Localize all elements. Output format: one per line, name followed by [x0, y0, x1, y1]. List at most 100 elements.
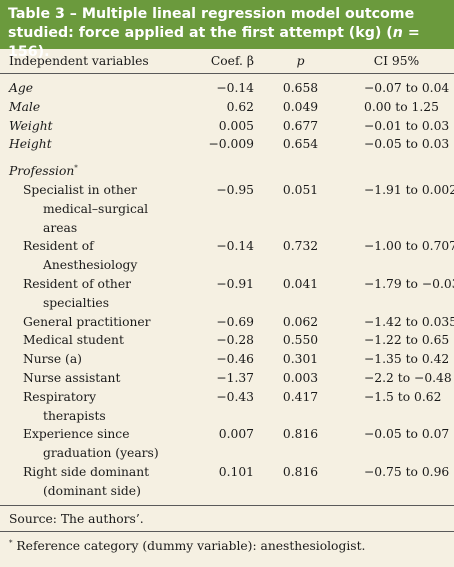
row-p: 0.051: [282, 182, 319, 197]
row-label: Respiratory therapists: [0, 388, 192, 426]
row-label-line: medical–surgical: [43, 201, 149, 216]
row-p: 0.041: [282, 276, 319, 291]
row-label-line: areas: [43, 220, 78, 235]
row-label: Height: [9, 137, 52, 152]
row-label-line: Right side dominant: [23, 464, 150, 479]
row-p: 0.550: [282, 333, 319, 348]
row-coef: −0.14: [216, 239, 254, 254]
row-coef: 0.007: [218, 427, 254, 442]
table-row: Resident of other specialties −0.91 0.041 −1…: [0, 275, 454, 313]
row-label-line: (dominant side): [43, 483, 141, 498]
footnote-marker: *: [9, 538, 13, 547]
table-title-line2: studied: force applied at the first atte…: [8, 24, 446, 62]
row-coef: −0.43: [216, 389, 254, 404]
header-row: Independent variables Coef. β p CI 95%: [0, 49, 454, 74]
table-title-line1: Table 3 – Multiple lineal regression mod…: [8, 6, 415, 22]
source-note: Source: The authors’.: [0, 506, 454, 532]
row-coef: 0.62: [226, 99, 254, 114]
row-p: 0.658: [282, 81, 319, 95]
row-label: Weight: [9, 118, 53, 133]
row-p: 0.003: [282, 370, 319, 385]
row-coef: −0.14: [216, 81, 254, 95]
row-ci: −1.35 to 0.42: [364, 352, 450, 367]
row-p: 0.677: [282, 118, 319, 133]
row-ci: −0.75 to 0.96: [364, 464, 450, 479]
row-p: 0.816: [282, 427, 319, 442]
row-label-line: specialties: [43, 295, 110, 310]
profession-group-row: Profession*: [0, 154, 454, 181]
table-title: Table 3 – Multiple lineal regression mod…: [0, 0, 454, 60]
row-p: 0.049: [282, 99, 319, 114]
row-label-line: Resident of: [23, 239, 94, 254]
row-label: Medical student: [0, 331, 192, 350]
row-label-line: therapists: [43, 408, 106, 423]
row-coef: −0.46: [216, 352, 254, 367]
title-sample-n: n: [392, 25, 403, 41]
row-coef: −0.91: [216, 276, 254, 291]
row-ci: −1.91 to 0.002: [364, 182, 454, 197]
row-label-line: Experience since: [23, 427, 130, 442]
row-label: Resident of Anesthesiology: [0, 237, 192, 275]
row-coef: −1.37: [216, 370, 254, 385]
row-label-line: Medical student: [23, 333, 124, 348]
row-ci: −0.05 to 0.03: [364, 137, 450, 152]
row-label-line: General practitioner: [23, 314, 151, 329]
profession-label: Profession*: [0, 154, 454, 181]
row-ci: −2.2 to −0.48: [364, 370, 452, 385]
row-label: Resident of other specialties: [0, 275, 192, 313]
row-label: Nurse (a): [0, 350, 192, 369]
reference-footnote: * Reference category (dummy variable): a…: [0, 532, 454, 558]
row-p: 0.732: [282, 239, 319, 254]
title-line2-prefix: studied: force applied at the first atte…: [8, 25, 393, 41]
regression-table: Independent variables Coef. β p CI 95% A…: [0, 49, 454, 505]
row-coef: −0.28: [216, 333, 254, 348]
table-row: Nurse (a) −0.46 0.301 −1.35 to 0.42: [0, 350, 454, 369]
table-row: Experience since graduation (years) 0.007 0…: [0, 425, 454, 463]
row-ci: 0.00 to 1.25: [364, 99, 439, 114]
row-label-line: Nurse (a): [23, 352, 82, 367]
row-label-line: Resident of other: [23, 276, 131, 291]
table-row: Age −0.14 0.658 −0.07 to 0.04: [0, 74, 454, 98]
header-ci: CI 95%: [339, 49, 454, 74]
table-row: Resident of Anesthesiology −0.14 0.732 −1.00…: [0, 237, 454, 275]
row-label-line: Specialist in other: [23, 182, 137, 197]
table-row: Nurse assistant −1.37 0.003 −2.2 to −0.48: [0, 369, 454, 388]
row-label-line: graduation (years): [43, 446, 159, 461]
table-row: Specialist in other medical–surgical areas…: [0, 181, 454, 237]
row-label-line: Respiratory: [23, 389, 97, 404]
profession-marker: *: [74, 164, 78, 173]
table-row: Male 0.62 0.049 0.00 to 1.25: [0, 98, 454, 117]
row-ci: −1.79 to −0.038: [364, 276, 454, 291]
row-ci: −0.05 to 0.07: [364, 427, 450, 442]
row-coef: 0.101: [218, 464, 254, 479]
row-p: 0.654: [282, 137, 319, 152]
row-label: General practitioner: [0, 313, 192, 332]
row-label: Specialist in other medical–surgical areas: [0, 181, 192, 237]
table-row: Respiratory therapists −0.43 0.417 −1.5 to 0…: [0, 388, 454, 426]
row-ci: −1.22 to 0.65: [364, 333, 450, 348]
row-label-line: Anesthesiology: [43, 258, 138, 273]
row-label: Age: [9, 81, 34, 95]
table-row: Right side dominant (dominant side) 0.101 0…: [0, 463, 454, 505]
footnote-text: Reference category (dummy variable): ane…: [16, 538, 366, 553]
row-label: Male: [9, 99, 41, 114]
row-label: Nurse assistant: [0, 369, 192, 388]
header-p: p: [262, 49, 339, 74]
row-ci: −1.5 to 0.62: [364, 389, 442, 404]
header-variable: Independent variables: [0, 49, 192, 74]
profession-label-text: Profession: [9, 164, 75, 179]
table-row: Weight 0.005 0.677 −0.01 to 0.03: [0, 117, 454, 136]
table-row: Medical student −0.28 0.550 −1.22 to 0.65: [0, 331, 454, 350]
row-p: 0.062: [282, 314, 319, 329]
row-p: 0.816: [282, 464, 319, 479]
row-label-line: Nurse assistant: [23, 370, 121, 385]
header-coef: Coef. β: [192, 49, 262, 74]
row-label: Right side dominant (dominant side): [0, 463, 192, 505]
row-ci: −0.07 to 0.04: [364, 81, 450, 95]
row-p: 0.301: [282, 352, 319, 367]
table-footer: Source: The authors’. * Reference catego…: [0, 504, 454, 558]
row-ci: −1.00 to 0.707: [364, 239, 454, 254]
row-ci: −0.01 to 0.03: [364, 118, 450, 133]
row-coef: −0.95: [216, 182, 254, 197]
